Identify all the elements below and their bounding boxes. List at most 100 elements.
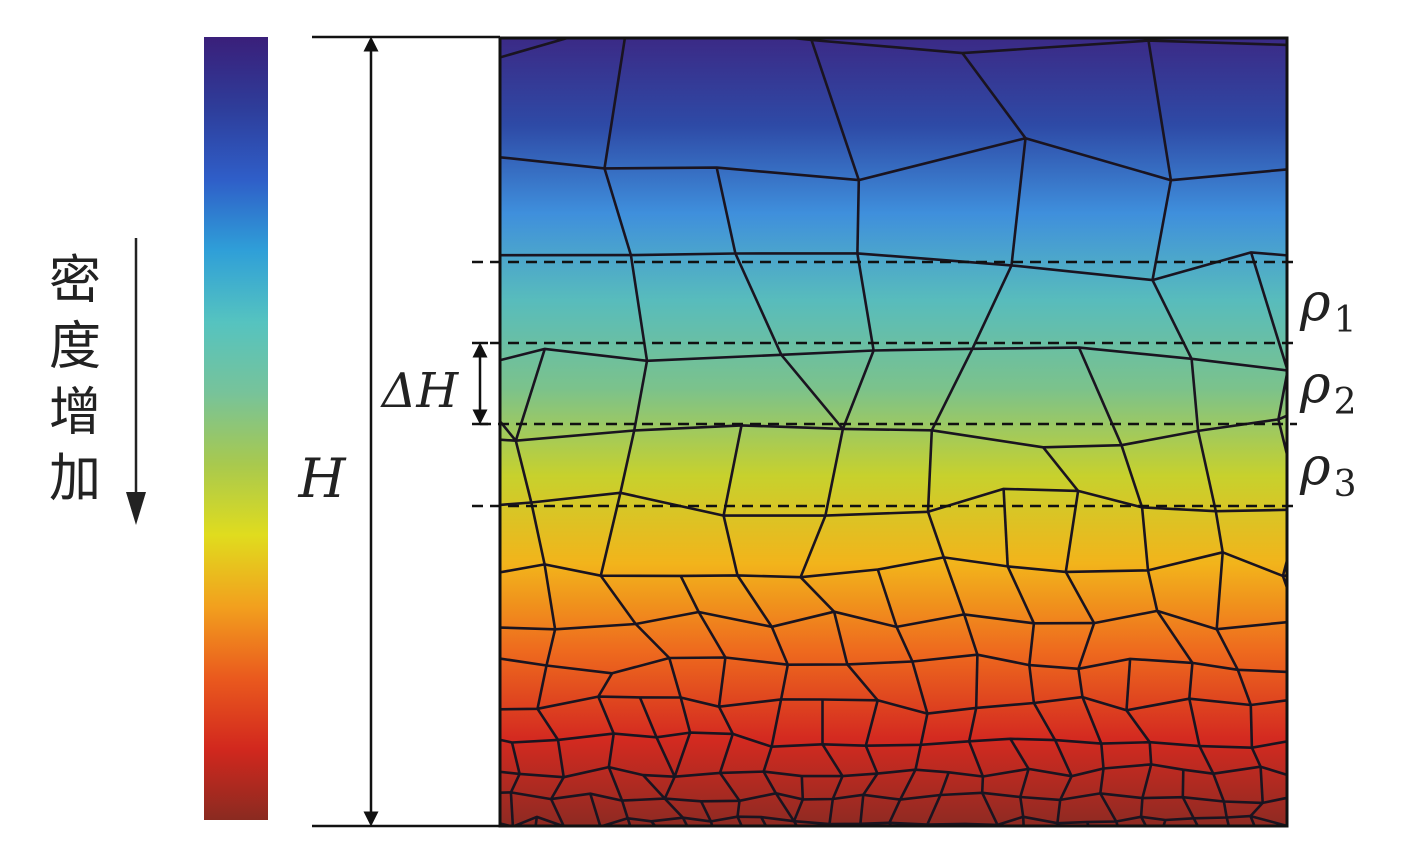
- grain-boundary-vertical: [717, 657, 727, 707]
- grain-boundary-vertical: [673, 732, 692, 778]
- grain-boundary-vertical: [1225, 817, 1231, 826]
- grain-boundary-vertical: [778, 848, 780, 860]
- grain-boundary-vertical: [971, 264, 1013, 350]
- grain-boundary-vertical: [556, 739, 565, 778]
- grain-boundary-vertical: [718, 733, 735, 774]
- grain-boundary-vertical: [632, 360, 649, 431]
- grain-boundary-vertical: [1215, 628, 1239, 671]
- grain-boundary-vertical: [484, 657, 489, 710]
- grain-boundary-vertical: [699, 800, 713, 822]
- grain-boundary-vertical: [751, 846, 755, 860]
- grain-boundary-vertical: [799, 576, 836, 613]
- height-label-bg: [292, 445, 354, 515]
- grain-boundary-vertical: [942, 556, 966, 615]
- grain-boundary-vertical: [445, 151, 483, 255]
- grain-boundary-vertical: [1259, 766, 1264, 803]
- grain-boundary-vertical: [1249, 704, 1254, 748]
- legend-char-3: 增: [49, 383, 101, 443]
- density-increase-legend: 密 度 增 加: [49, 238, 146, 525]
- grain-boundary-vertical: [1157, 847, 1162, 860]
- legend-char-1: 密: [49, 251, 101, 311]
- grain-boundary-vertical: [679, 575, 700, 613]
- grain-boundary-vertical: [1299, 570, 1344, 621]
- grain-boundary-vertical: [1039, 841, 1045, 860]
- grain-boundary-vertical: [864, 745, 879, 775]
- grain-boundary-horizontal: [500, 38, 1287, 59]
- layer-label-rho-2: ρ2: [1299, 355, 1356, 423]
- grain-boundary-vertical: [958, 845, 963, 860]
- grain-boundary-vertical: [478, 627, 489, 657]
- grain-boundary-vertical: [1381, 263, 1396, 369]
- grain-boundary-horizontal: [469, 838, 1288, 849]
- grain-boundary-vertical: [736, 816, 744, 826]
- grain-boundary-vertical: [1120, 444, 1144, 508]
- grain-boundary-vertical: [613, 846, 614, 860]
- grain-boundary-vertical: [620, 800, 629, 819]
- grain-boundary-vertical: [1214, 510, 1224, 553]
- grain-boundary-vertical: [856, 180, 861, 254]
- grain-boundary-vertical: [846, 663, 879, 702]
- grain-boundary-vertical: [1198, 745, 1215, 775]
- grain-boundary-vertical: [1056, 799, 1062, 824]
- grain-boundary-vertical: [549, 798, 566, 826]
- grain-boundary-vertical: [1285, 825, 1287, 826]
- grain-boundary-vertical: [1042, 446, 1080, 492]
- grain-boundary-vertical: [509, 792, 515, 826]
- grain-boundary-vertical: [1053, 739, 1073, 777]
- down-arrow-icon: [126, 492, 146, 525]
- grain-boundary-vertical: [1234, 846, 1246, 860]
- grain-boundary-vertical: [736, 574, 773, 628]
- grain-boundary-vertical: [987, 843, 993, 860]
- grain-boundary-vertical: [1151, 279, 1193, 360]
- grain-boundary-vertical: [828, 798, 835, 825]
- grain-boundary-vertical: [563, 826, 564, 842]
- grain-boundary-vertical: [1064, 490, 1080, 573]
- grain-boundary-vertical: [1146, 570, 1159, 612]
- grain-boundary-vertical: [1018, 847, 1025, 860]
- panel-border: [498, 36, 1289, 828]
- grain-boundary-vertical: [1009, 738, 1030, 770]
- grain-boundary-vertical: [888, 799, 902, 824]
- grain-boundary-vertical: [697, 611, 727, 659]
- grain-boundary-vertical: [715, 167, 737, 254]
- grain-boundary-vertical: [1277, 419, 1287, 460]
- grain-boundary-vertical: [980, 776, 985, 793]
- grain-boundary-horizontal: [500, 418, 1279, 449]
- grain-boundary-vertical: [1010, 138, 1027, 266]
- delta-h-dimension: ΔH: [380, 341, 488, 426]
- grain-boundary-vertical: [1206, 842, 1220, 860]
- layer-label-rho-1: ρ1: [1299, 273, 1356, 341]
- grain-boundary-vertical: [780, 353, 844, 430]
- voronoi-panel: [445, 36, 1396, 860]
- grain-boundary-vertical: [1329, 166, 1382, 264]
- grain-boundary-vertical: [762, 770, 778, 794]
- legend-char-2: 度: [49, 317, 101, 377]
- grain-boundary-vertical: [770, 626, 789, 666]
- grain-boundary-vertical: [734, 252, 783, 356]
- grain-boundary-vertical: [626, 817, 632, 826]
- layer-boundaries: [472, 260, 1297, 508]
- grain-boundary-vertical: [1294, 740, 1295, 777]
- grain-boundary-vertical: [536, 708, 560, 741]
- grain-boundary-vertical: [509, 773, 521, 793]
- grain-boundary-vertical: [770, 699, 783, 747]
- grain-boundary-vertical: [445, 713, 472, 734]
- grain-boundary-vertical: [1304, 794, 1311, 824]
- grain-boundary-vertical: [1294, 777, 1303, 794]
- grain-boundary-vertical: [1059, 775, 1073, 801]
- grain-boundary-vertical: [514, 348, 547, 442]
- grain-boundary-vertical: [717, 706, 734, 735]
- grain-boundary-vertical: [549, 776, 565, 800]
- grain-boundary-vertical: [1288, 841, 1297, 860]
- grain-boundary-vertical: [1215, 552, 1224, 630]
- grain-boundary-vertical: [1222, 801, 1228, 818]
- grain-boundary-vertical: [722, 515, 739, 576]
- grain-boundary-vertical: [856, 253, 875, 351]
- grain-boundary-horizontal: [500, 695, 1287, 715]
- height-dimension: H: [292, 35, 500, 828]
- grain-boundary-vertical: [514, 440, 533, 503]
- grain-boundary-vertical: [1006, 565, 1036, 624]
- grain-boundary-vertical: [634, 623, 671, 659]
- grain-boundary-vertical: [679, 697, 692, 733]
- grain-boundary-vertical: [736, 800, 741, 817]
